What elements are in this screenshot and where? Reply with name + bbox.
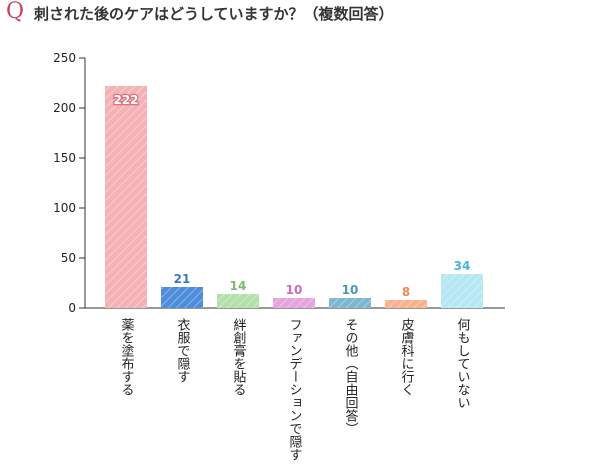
y-tick-label: 200	[53, 101, 76, 115]
x-tick-label: その他（自由回答）	[343, 318, 359, 435]
question-mark: Q	[6, 0, 25, 24]
y-tick-label: 50	[61, 251, 76, 265]
data-label: 34	[454, 259, 471, 273]
x-tick-label: 皮膚科に行く	[399, 318, 415, 396]
data-label: 10	[342, 283, 359, 297]
y-tick-label: 100	[53, 201, 76, 215]
data-label: 10	[286, 283, 303, 297]
chart-title: 刺された後のケアはどうしていますか？（複数回答）	[34, 5, 394, 23]
bar-stripes	[385, 300, 427, 308]
x-tick-label: 衣服で隠す	[175, 317, 191, 383]
x-tick-label: 何もしていない	[455, 317, 471, 409]
data-label: 8	[402, 285, 410, 299]
bar-stripes	[217, 294, 259, 308]
bar-stripes	[105, 86, 147, 308]
bar-stripes	[441, 274, 483, 308]
y-tick-label: 150	[53, 151, 76, 165]
bar-stripes	[329, 298, 371, 308]
x-tick-label: ファンデーションで隠す	[287, 318, 302, 461]
y-tick-label: 0	[68, 301, 76, 315]
bar-stripes	[273, 298, 315, 308]
data-label: 21	[174, 272, 191, 286]
data-label: 14	[230, 279, 247, 293]
x-tick-label: 薬を塗布する	[119, 318, 135, 396]
bar-stripes	[161, 287, 203, 308]
y-tick-label: 250	[53, 51, 76, 65]
data-label: 222	[113, 93, 138, 107]
x-tick-label: 絆創膏を貼る	[231, 318, 247, 396]
